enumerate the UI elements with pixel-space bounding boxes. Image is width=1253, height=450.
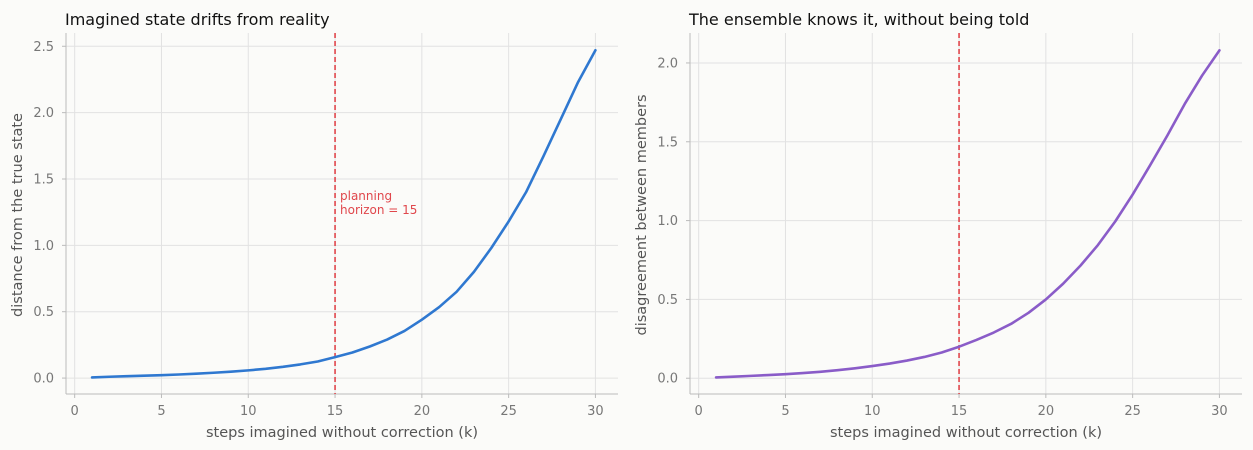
left-chart-title: Imagined state drifts from reality [65, 10, 330, 29]
right-chart-x-tick-label: 30 [1211, 404, 1228, 419]
left-chart-x-tick-label: 30 [587, 404, 604, 419]
right-chart-x-tick-label: 0 [695, 404, 703, 419]
left-chart-y-axis-label: distance from the true state [10, 113, 26, 317]
right-chart-x-axis-label: steps imagined without correction (k) [830, 425, 1102, 441]
left-chart-x-tick-label: 15 [327, 404, 344, 419]
right-chart-title: The ensemble knows it, without being tol… [688, 10, 1029, 29]
right-chart-y-axis-label: disagreement between members [634, 94, 650, 335]
right-chart-x-tick-label: 5 [781, 404, 789, 419]
right-chart-x-tick-label: 25 [1124, 404, 1141, 419]
right-chart-y-tick-label: 2.0 [657, 56, 678, 71]
left-chart-y-tick-label: 0.0 [33, 372, 54, 387]
planning-horizon-label-line2: horizon = 15 [340, 203, 417, 217]
left-chart-y-tick-label: 1.5 [33, 172, 54, 187]
left-chart-x-tick-label: 20 [414, 404, 431, 419]
left-chart-x-axis-label: steps imagined without correction (k) [206, 425, 478, 441]
right-chart-x-tick-label: 20 [1038, 404, 1055, 419]
right-chart-y-tick-label: 1.0 [657, 214, 678, 229]
right-chart-y-tick-label: 0.5 [657, 293, 678, 308]
left-chart-panel: Imagined state drifts from reality steps… [10, 10, 618, 441]
left-chart-y-tick-label: 0.5 [33, 305, 54, 320]
left-chart-y-tick-label: 2.0 [33, 106, 54, 121]
right-chart-x-tick-label: 15 [951, 404, 968, 419]
left-chart-x-tick-label: 5 [157, 404, 165, 419]
left-chart-y-tick-label: 2.5 [33, 40, 54, 55]
right-chart-series-line [714, 49, 1221, 379]
right-chart-panel: The ensemble knows it, without being tol… [634, 10, 1242, 441]
left-chart-y-tick-label: 1.0 [33, 239, 54, 254]
left-chart-x-tick-label: 10 [240, 404, 257, 419]
right-chart-x-tick-label: 10 [864, 404, 881, 419]
right-chart-y-tick-label: 0.0 [657, 372, 678, 387]
left-chart-x-tick-label: 0 [71, 404, 79, 419]
left-chart-series-line [90, 48, 597, 379]
planning-horizon-label-line1: planning [340, 189, 392, 203]
right-chart-y-tick-label: 1.5 [657, 135, 678, 150]
left-chart-x-tick-label: 25 [500, 404, 517, 419]
